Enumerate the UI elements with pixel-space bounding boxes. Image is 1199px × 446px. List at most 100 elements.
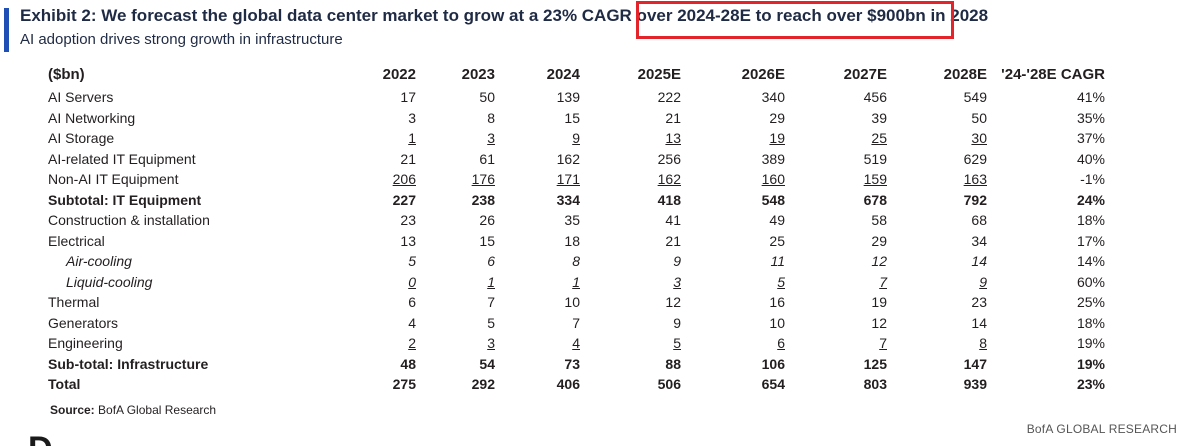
cell-value: 1 bbox=[487, 273, 495, 290]
cell-value: 14 bbox=[971, 253, 987, 269]
table-cell: 159 bbox=[785, 169, 887, 190]
cell-value: 803 bbox=[863, 376, 887, 392]
row-label: AI Servers bbox=[48, 89, 114, 105]
table-cell: 30 bbox=[887, 128, 987, 149]
table-cell: 8 bbox=[416, 108, 495, 129]
table-cell: 10 bbox=[681, 313, 785, 334]
cell-value: 340 bbox=[761, 89, 785, 105]
table-cell: 7 bbox=[785, 272, 887, 293]
cell-value: 8 bbox=[487, 109, 495, 126]
cell-value: 25 bbox=[871, 130, 887, 146]
table-cell: 9 bbox=[887, 272, 987, 293]
table-cell: 68 bbox=[887, 210, 987, 231]
cell-value: 3 bbox=[487, 130, 495, 146]
brand-watermark: BofA GLOBAL RESEARCH bbox=[1026, 422, 1177, 436]
cell-value: 256 bbox=[657, 150, 681, 167]
column-header: 2027E bbox=[843, 65, 887, 83]
cell-value: 54 bbox=[479, 355, 495, 372]
table-cell: 19 bbox=[681, 128, 785, 149]
table-row: Engineering 2 3 4 5 6 7 8 19% bbox=[48, 333, 1105, 354]
cell-value: 11 bbox=[770, 253, 785, 269]
table-cell: 16 bbox=[681, 292, 785, 313]
cell-value: 7 bbox=[487, 294, 495, 310]
table-cell: 171 bbox=[495, 169, 580, 190]
cell-value: 21 bbox=[665, 109, 681, 126]
table-cell: 13 bbox=[354, 231, 416, 252]
table-cell: 4 bbox=[354, 313, 416, 334]
cell-value: 5 bbox=[673, 335, 681, 351]
cell-value: 25 bbox=[769, 232, 785, 249]
cell-value: 88 bbox=[665, 355, 681, 372]
cell-value: 6 bbox=[777, 335, 785, 351]
cell-value: 147 bbox=[963, 355, 987, 372]
table-row: Non-AI IT Equipment 206 176 171 162 160 159 163… bbox=[48, 169, 1105, 190]
cell-value: 1 bbox=[408, 130, 416, 146]
cell-value: 10 bbox=[564, 294, 580, 310]
table-cell: 125 bbox=[785, 354, 887, 375]
table-cell: 7 bbox=[416, 292, 495, 313]
cell-value: 19 bbox=[769, 130, 785, 146]
table-row: Generators 4 5 7 9 10 12 14 18% bbox=[48, 313, 1105, 334]
cell-value: 176 bbox=[471, 171, 495, 187]
table-row: AI-related IT Equipment 21 61 162 256 389 519 6… bbox=[48, 149, 1105, 170]
cell-value: 3 bbox=[408, 109, 416, 126]
row-label: AI Storage bbox=[48, 130, 115, 146]
column-header: 2024 bbox=[546, 65, 580, 83]
row-label: Air-cooling bbox=[66, 253, 132, 269]
table-cell: 5 bbox=[580, 333, 681, 354]
row-label: Liquid-cooling bbox=[66, 273, 153, 290]
table-cell: 147 bbox=[887, 354, 987, 375]
cell-value: 12 bbox=[871, 253, 887, 269]
cell-value: 5 bbox=[777, 273, 785, 290]
table-cell: 3 bbox=[354, 108, 416, 129]
cell-value: 13 bbox=[400, 232, 416, 249]
table-cell: 160 bbox=[681, 169, 785, 190]
cell-value: 39 bbox=[871, 109, 887, 126]
table-cell: 17 bbox=[354, 87, 416, 108]
cell-value: 30 bbox=[971, 130, 987, 146]
cell-value: 678 bbox=[863, 191, 887, 208]
cell-value: 14 bbox=[971, 314, 987, 331]
cell-value: 12 bbox=[871, 314, 887, 331]
table-cell: 21 bbox=[580, 231, 681, 252]
highlight-annotation-box bbox=[636, 1, 954, 39]
table-cell: 139 bbox=[495, 87, 580, 108]
table-cell: 6 bbox=[681, 333, 785, 354]
cell-value: 15 bbox=[479, 232, 495, 249]
row-label: Electrical bbox=[48, 232, 105, 249]
table-cell: 61 bbox=[416, 149, 495, 170]
table-cell: 334 bbox=[495, 190, 580, 211]
row-label: Non-AI IT Equipment bbox=[48, 171, 179, 187]
table-cell: 9 bbox=[580, 251, 681, 272]
cell-value: 13 bbox=[665, 130, 681, 146]
cell-value: 6 bbox=[408, 294, 416, 310]
source-text: BofA Global Research bbox=[98, 403, 217, 417]
table-cell: 1 bbox=[354, 128, 416, 149]
cell-value: 629 bbox=[963, 150, 987, 167]
cell-value: 7 bbox=[572, 314, 580, 331]
cell-value: 1 bbox=[572, 273, 580, 290]
table-cell: 227 bbox=[354, 190, 416, 211]
table-cell: 654 bbox=[681, 374, 785, 395]
table-cell: 292 bbox=[416, 374, 495, 395]
table-cell: 389 bbox=[681, 149, 785, 170]
table-cell: 8 bbox=[495, 251, 580, 272]
table-cell: 18 bbox=[495, 231, 580, 252]
table-row: Liquid-cooling 0 1 1 3 5 7 9 60% bbox=[48, 272, 1105, 293]
data-center-market-table: ($bn) 2022 2023 2024 2025E 2026E 2027E 2… bbox=[48, 63, 1105, 395]
table-cell: 163 bbox=[887, 169, 987, 190]
column-header: '24-'28E CAGR bbox=[1001, 65, 1105, 83]
table-cell: 7 bbox=[495, 313, 580, 334]
cell-value: 4 bbox=[408, 314, 416, 331]
row-label: AI Networking bbox=[48, 109, 136, 126]
table-cell: 29 bbox=[785, 231, 887, 252]
cell-value: 106 bbox=[761, 355, 785, 372]
cell-value: 48 bbox=[400, 355, 416, 372]
table-cell: 549 bbox=[887, 87, 987, 108]
cell-value: 19 bbox=[871, 294, 887, 310]
table-cell: 4 bbox=[495, 333, 580, 354]
cell-value: 68 bbox=[971, 212, 987, 228]
row-label: Generators bbox=[48, 314, 119, 331]
column-header: 2026E bbox=[741, 65, 785, 83]
row-label: Construction & installation bbox=[48, 212, 210, 228]
